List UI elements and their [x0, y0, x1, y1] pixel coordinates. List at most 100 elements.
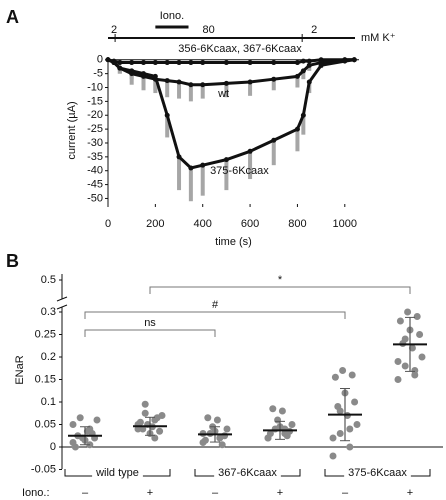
series-point [318, 62, 324, 68]
condition: – [212, 487, 219, 499]
y-tick-label: 0.15 [35, 373, 56, 385]
x-tick-label: 1000 [333, 218, 357, 230]
axis-break [56, 296, 68, 302]
x-tick-label: 800 [288, 218, 306, 230]
series-point [164, 112, 170, 118]
series-point [271, 60, 277, 66]
y-tick-label: -45 [87, 178, 103, 190]
axis-break [56, 304, 68, 310]
significance-bracket [84, 329, 216, 337]
y-tick-label: -20 [87, 109, 103, 121]
series-point [188, 60, 194, 66]
y-tick-label: 0 [97, 54, 103, 66]
series-label: 356-6Kcaax, 367-6Kcaax [178, 43, 302, 55]
data-point [394, 358, 402, 365]
data-point [223, 425, 231, 433]
data-point [278, 407, 286, 415]
series-point [306, 79, 312, 85]
series-point [117, 65, 123, 71]
panel-label: B [6, 251, 19, 271]
series-point [129, 68, 135, 74]
y-tick-label: -40 [87, 165, 103, 177]
data-point [69, 421, 77, 428]
series-point [271, 76, 277, 82]
series-point [271, 137, 277, 143]
series-point [247, 79, 253, 85]
series-point [223, 157, 229, 163]
y-axis-label: current (µA) [66, 101, 78, 159]
data-point [346, 443, 354, 451]
x-axis-label: time (s) [215, 236, 252, 248]
series-point [223, 60, 229, 66]
condition: – [342, 487, 349, 499]
data-point [413, 313, 421, 320]
data-point [336, 407, 344, 415]
y-tick-label: -0.05 [31, 463, 56, 475]
series-point [300, 112, 306, 118]
data-point [264, 434, 272, 442]
data-point [283, 432, 291, 440]
x-tick-label: 400 [194, 218, 212, 230]
series-point [223, 80, 229, 86]
data-point [204, 414, 212, 422]
y-axis-label: ENaR [14, 355, 26, 384]
y-tick-label: 0.1 [41, 396, 56, 408]
data-point [76, 414, 84, 422]
condition: + [147, 487, 153, 499]
group-bracket [194, 469, 301, 477]
significance-label: # [212, 299, 219, 311]
series-point [164, 60, 170, 66]
data-point [336, 430, 344, 437]
series-point [200, 60, 206, 66]
series-point [188, 165, 194, 171]
significance-bracket [149, 286, 411, 294]
series-point [117, 60, 123, 66]
data-point [329, 452, 337, 460]
y-tick-label: -35 [87, 151, 103, 163]
y-tick-label: 0.2 [41, 351, 56, 363]
stimulus-unit: mM K⁺ [361, 32, 396, 44]
data-point [401, 335, 409, 343]
data-point [396, 317, 404, 325]
data-point [329, 434, 337, 442]
y-tick-label: -10 [87, 81, 103, 93]
y-tick-label: 0.05 [35, 418, 56, 430]
stimulus-level: 2 [311, 24, 317, 36]
series-label: wt [217, 88, 229, 100]
panel-label: A [6, 7, 19, 27]
condition: + [277, 487, 283, 499]
group-label: 367-6Kcaax [218, 467, 277, 479]
data-point [416, 331, 424, 338]
series-point [342, 58, 348, 64]
y-tick-label: -25 [87, 123, 103, 135]
x-tick-label: 200 [146, 218, 164, 230]
series-point [188, 82, 194, 88]
series-point [111, 60, 117, 66]
series-point [294, 60, 300, 66]
data-point [346, 425, 354, 433]
series-point [152, 60, 158, 66]
data-point [288, 421, 296, 428]
series-point [105, 57, 111, 63]
data-point [351, 398, 359, 406]
y-tick-label: 0.3 [41, 306, 56, 318]
condition: – [82, 487, 89, 499]
data-point [71, 443, 79, 451]
x-tick-label: 600 [241, 218, 259, 230]
series-point [141, 60, 147, 66]
series-point [152, 73, 158, 79]
data-point [221, 432, 229, 440]
condition: + [407, 487, 413, 499]
y-tick-label: 0 [50, 441, 56, 453]
y-tick-label: -5 [93, 68, 103, 80]
data-point [141, 400, 149, 408]
series-point [176, 79, 182, 85]
series-point [176, 154, 182, 160]
data-point [411, 367, 419, 374]
series-point [306, 62, 312, 68]
series-point [294, 73, 300, 79]
series-point [247, 60, 253, 66]
group-label: 375-6Kcaax [348, 467, 407, 479]
series-point [129, 60, 135, 66]
series-point [294, 126, 300, 132]
